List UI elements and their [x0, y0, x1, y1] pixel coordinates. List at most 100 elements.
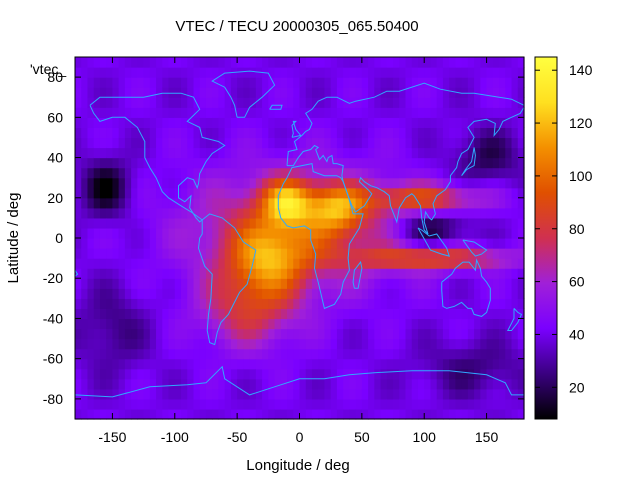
heatmap-cell	[449, 107, 457, 118]
heatmap-cell	[486, 308, 494, 320]
heatmap-cell	[205, 207, 213, 219]
heatmap-cell	[374, 348, 382, 360]
heatmap-cell	[480, 187, 488, 199]
heatmap-cell	[224, 77, 232, 88]
heatmap-cell	[305, 258, 313, 269]
heatmap-cell	[318, 157, 326, 169]
heatmap-cell	[311, 238, 319, 249]
heatmap-cell	[87, 117, 95, 128]
heatmap-cell	[499, 227, 506, 239]
heatmap-cell	[218, 248, 226, 259]
heatmap-cell	[361, 107, 369, 118]
heatmap-cell	[474, 308, 481, 320]
heatmap-cell	[293, 268, 301, 279]
heatmap-cell	[386, 258, 394, 269]
heatmap-cell	[318, 187, 326, 199]
heatmap-cell	[486, 57, 494, 68]
heatmap-cell	[461, 368, 469, 380]
heatmap-cell	[368, 348, 375, 360]
heatmap-cell	[461, 87, 469, 98]
heatmap-cell	[442, 388, 450, 400]
heatmap-cell	[517, 328, 525, 340]
heatmap-cell	[467, 87, 475, 98]
heatmap-cell	[343, 107, 350, 118]
heatmap-cell	[386, 147, 394, 159]
heatmap-cell	[99, 137, 107, 149]
heatmap-cell	[187, 227, 195, 239]
heatmap-cell	[137, 77, 145, 88]
heatmap-cell	[124, 177, 132, 189]
heatmap-cell	[137, 318, 145, 330]
heatmap-cell	[230, 217, 238, 229]
heatmap-cell	[274, 67, 282, 78]
heatmap-cell	[511, 227, 519, 239]
heatmap-cell	[461, 378, 469, 390]
heatmap-cell	[480, 217, 488, 229]
heatmap-cell	[230, 348, 238, 360]
heatmap-cell	[442, 177, 450, 189]
heatmap-cell	[368, 197, 375, 209]
heatmap-cell	[124, 318, 132, 330]
heatmap-cell	[492, 137, 500, 149]
heatmap-cell	[255, 87, 263, 98]
heatmap-cell	[224, 288, 232, 299]
heatmap-cell	[355, 338, 363, 350]
heatmap-cell	[393, 238, 400, 249]
heatmap-cell	[118, 338, 126, 350]
heatmap-cells	[75, 57, 525, 420]
heatmap-cell	[374, 408, 382, 420]
heatmap-cell	[436, 378, 444, 390]
heatmap-cell	[461, 207, 469, 219]
heatmap-cell	[393, 107, 400, 118]
heatmap-cell	[124, 97, 132, 108]
heatmap-cell	[280, 57, 288, 68]
heatmap-cell	[280, 157, 288, 169]
heatmap-cell	[436, 107, 444, 118]
heatmap-cell	[274, 258, 282, 269]
heatmap-cell	[249, 67, 257, 78]
heatmap-cell	[305, 408, 313, 420]
heatmap-cell	[81, 57, 89, 68]
heatmap-cell	[243, 368, 251, 380]
heatmap-cell	[330, 117, 338, 128]
heatmap-cell	[193, 398, 201, 410]
heatmap-cell	[461, 197, 469, 209]
heatmap-cell	[149, 348, 157, 360]
heatmap-cell	[305, 107, 313, 118]
heatmap-cell	[274, 57, 282, 68]
heatmap-cell	[168, 167, 176, 179]
heatmap-cell	[374, 398, 382, 410]
heatmap-cell	[230, 308, 238, 320]
heatmap-cell	[93, 217, 101, 229]
heatmap-cell	[156, 318, 163, 330]
heatmap-cell	[442, 298, 450, 309]
heatmap-cell	[187, 207, 195, 219]
heatmap-cell	[230, 127, 238, 139]
x-tick-label: -150	[98, 429, 126, 445]
heatmap-cell	[492, 87, 500, 98]
heatmap-cell	[436, 238, 444, 249]
heatmap-cell	[324, 207, 332, 219]
heatmap-cell	[430, 147, 438, 159]
heatmap-cell	[268, 288, 276, 299]
heatmap-cell	[486, 378, 494, 390]
heatmap-cell	[336, 117, 344, 128]
coastline-segment	[286, 82, 525, 166]
chart-title: VTEC / TECU 20000305_065.50400	[175, 18, 418, 35]
heatmap-cell	[405, 117, 413, 128]
heatmap-cell	[393, 207, 400, 219]
heatmap-cell	[430, 137, 438, 149]
heatmap-cell	[193, 157, 201, 169]
heatmap-cell	[106, 378, 114, 390]
heatmap-cell	[149, 318, 157, 330]
heatmap-cell	[124, 238, 132, 249]
heatmap-cell	[187, 368, 195, 380]
heatmap-cell	[455, 187, 463, 199]
heatmap-cell	[318, 227, 326, 239]
heatmap-cell	[380, 217, 388, 229]
heatmap-cell	[480, 197, 488, 209]
heatmap-cell	[368, 358, 375, 370]
heatmap-cell	[318, 288, 326, 299]
heatmap-cell	[168, 298, 176, 309]
heatmap-cell	[293, 288, 301, 299]
